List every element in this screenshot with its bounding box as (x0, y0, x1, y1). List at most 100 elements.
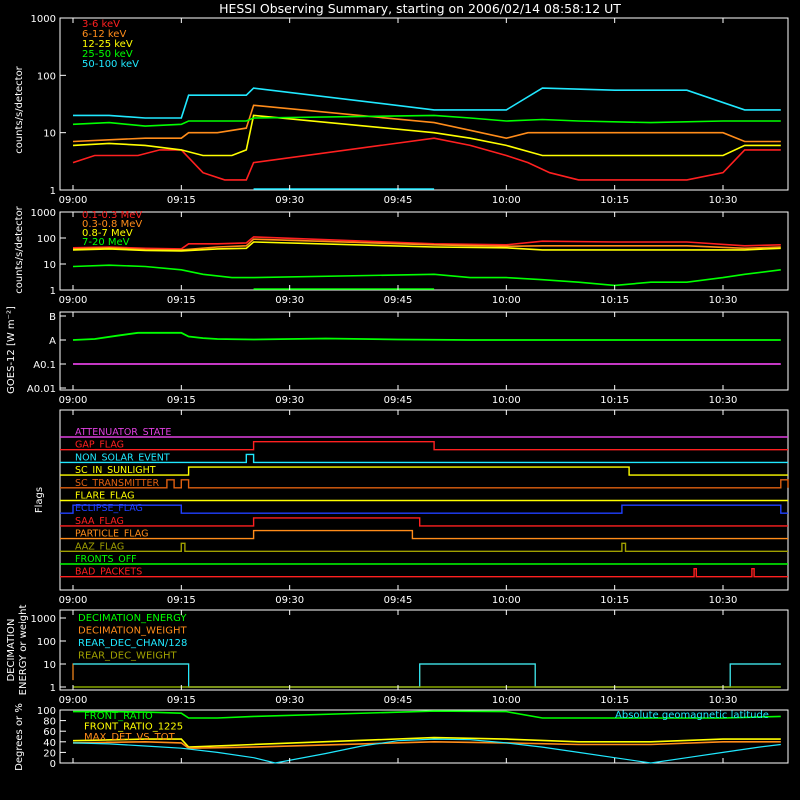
legend-entry: 25-50 keV (82, 49, 133, 60)
x-tick-label: 09:15 (167, 295, 196, 306)
legend-entry: 0.1-0.3 MeV (82, 210, 142, 221)
flag-label: FLARE_FLAG (75, 491, 135, 502)
x-tick-label: 09:45 (384, 595, 413, 606)
y-tick-label: 100 (37, 706, 56, 717)
y-tick-label: A0.1 (33, 360, 56, 371)
y-tick-label: 80 (43, 717, 56, 728)
legend-entry: REAR_DEC_WEIGHT (78, 651, 177, 662)
x-tick-label: 09:00 (59, 195, 88, 206)
y-tick-label: 10 (43, 260, 56, 271)
y-tick-label: 1 (50, 186, 56, 197)
flag-trace (60, 568, 788, 578)
flag-label: NON_SOLAR_EVENT (75, 452, 170, 463)
flag-label: SAA_FLAG (75, 516, 124, 527)
x-tick-label: 09:00 (59, 295, 88, 306)
x-tick-label: 10:15 (600, 695, 629, 706)
x-tick-label: 09:15 (167, 595, 196, 606)
hxr-series-2 (72, 114, 781, 157)
y-tick-label: 60 (43, 727, 56, 738)
flag-trace (60, 542, 788, 552)
x-tick-label: 09:30 (275, 295, 304, 306)
x-tick-label: 09:30 (275, 695, 304, 706)
y-axis-label: GOES-12 [W m⁻²] (6, 306, 17, 394)
x-tick-label: 09:00 (59, 595, 88, 606)
flag-label: SC_IN_SUNLIGHT (75, 465, 156, 476)
ratio-series-2 (72, 740, 781, 750)
x-tick-label: 09:15 (167, 195, 196, 206)
gamma-series-2 (72, 241, 781, 252)
flag-trace (60, 504, 788, 514)
hxr-series-4 (73, 87, 781, 119)
y-tick-label: 100 (37, 71, 56, 82)
legend-entry: 6-12 keV (82, 29, 126, 40)
x-tick-label: 09:15 (167, 395, 196, 406)
x-tick-label: 09:30 (275, 195, 304, 206)
x-tick-label: 09:15 (167, 695, 196, 706)
y-tick-label: 1000 (31, 614, 56, 625)
flag-label: GAP_FLAG (75, 440, 124, 451)
y-tick-label: 10 (43, 660, 56, 671)
y-axis-label: counts/s/detector (14, 205, 25, 293)
x-tick-label: 10:30 (709, 295, 738, 306)
hxr-series-3 (72, 114, 781, 127)
y-axis-label: Flags (34, 487, 45, 513)
x-tick-label: 10:00 (492, 595, 521, 606)
y-tick-label: 0 (50, 759, 56, 770)
ratio-series-1 (72, 736, 781, 748)
y-axis-label: counts/s/detector (14, 65, 25, 153)
panel-decimation-frame (59, 609, 789, 691)
y-tick-label: 100 (37, 637, 56, 648)
x-tick-label: 09:30 (275, 395, 304, 406)
flag-label: ECLIPSE_FLAG (75, 503, 143, 514)
panel-goes-frame (59, 311, 789, 391)
legend-entry: FRONT_RATIO (84, 711, 153, 722)
legend-entry: 12-25 keV (82, 39, 133, 50)
flag-trace (60, 529, 788, 540)
y-tick-label: 1000 (31, 14, 56, 25)
x-tick-label: 09:45 (384, 695, 413, 706)
goes-series-0 (72, 331, 781, 341)
y-axis-label: Degrees or % (14, 703, 25, 771)
legend-entry: DECIMATION_ENERGY (78, 613, 187, 624)
x-tick-label: 09:45 (384, 195, 413, 206)
flag-label: PARTICLE_FLAG (75, 529, 148, 540)
x-tick-label: 09:30 (275, 595, 304, 606)
y-tick-label: 10 (43, 129, 56, 140)
flag-trace (60, 453, 788, 464)
x-tick-label: 10:15 (600, 595, 629, 606)
flag-label: BAD_PACKETS (75, 567, 142, 578)
x-tick-label: 10:00 (492, 395, 521, 406)
legend-entry: 0.3-0.8 MeV (82, 219, 142, 230)
y-tick-label: A (49, 336, 56, 347)
gamma-series-0 (72, 236, 781, 250)
decimation-series-1 (72, 663, 781, 688)
y-tick-label: 1 (50, 683, 56, 694)
y-tick-label: 40 (43, 738, 56, 749)
x-tick-label: 09:00 (59, 395, 88, 406)
legend-entry: REAR_DEC_CHAN/128 (78, 638, 187, 649)
y-tick-label: 100 (37, 234, 56, 245)
flag-trace (60, 479, 789, 489)
flag-label: ATTENUATOR_STATE (75, 427, 171, 438)
x-tick-label: 10:15 (600, 195, 629, 206)
decimation-series-2 (73, 663, 781, 688)
legend-entry: 0.8-7 MeV (82, 228, 133, 239)
y-tick-label: B (49, 312, 56, 323)
x-tick-label: 10:15 (600, 395, 629, 406)
gamma-series-3 (72, 264, 781, 287)
flag-trace (60, 466, 788, 476)
x-tick-label: 10:00 (492, 695, 521, 706)
y-tick-label: 1 (50, 286, 56, 297)
flag-trace (60, 441, 788, 451)
y-axis-label-line2: ENERGY or weight (18, 605, 29, 696)
y-tick-label: A0.01 (27, 384, 56, 395)
x-tick-label: 10:30 (709, 195, 738, 206)
panel-ratio-frame (59, 709, 789, 764)
legend-entry: MAX_DET_VS_TOT (84, 732, 176, 743)
legend-entry: 7-20 MeV (82, 237, 130, 248)
y-tick-label: 1000 (31, 208, 56, 219)
x-tick-label: 10:30 (709, 695, 738, 706)
x-tick-label: 09:45 (384, 395, 413, 406)
